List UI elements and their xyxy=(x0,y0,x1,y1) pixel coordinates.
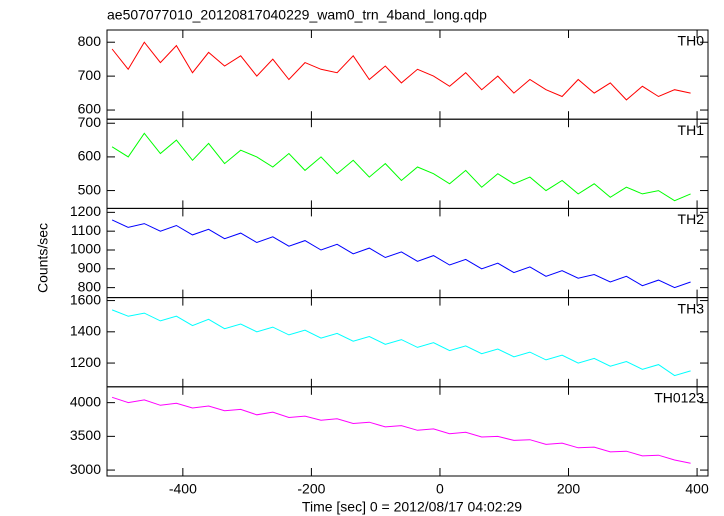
y-tick-label: 4000 xyxy=(70,393,101,409)
chart-title: ae507077010_20120817040229_wam0_trn_4ban… xyxy=(107,7,487,23)
y-tick-label: 1100 xyxy=(71,222,101,238)
series-line xyxy=(111,219,691,289)
x-tick-label: 0 xyxy=(436,481,444,497)
y-tick-label: 1000 xyxy=(70,241,101,257)
y-tick-label: 700 xyxy=(78,114,102,130)
panel-label: TH2 xyxy=(678,211,705,227)
y-tick-label: 600 xyxy=(78,148,102,164)
y-tick-label: 3000 xyxy=(70,461,101,477)
x-tick-label: -200 xyxy=(297,481,325,497)
y-tick-label: 800 xyxy=(78,33,102,49)
panel-frame xyxy=(106,29,709,120)
x-tick-label: 400 xyxy=(685,481,709,497)
y-tick-label: 1200 xyxy=(70,203,101,219)
y-tick-label: 500 xyxy=(78,181,102,197)
series-line xyxy=(111,41,691,101)
panel-frame xyxy=(106,207,709,299)
y-tick-label: 1400 xyxy=(70,323,101,339)
y-tick-label: 3500 xyxy=(70,427,101,443)
y-tick-label: 800 xyxy=(78,278,102,294)
x-axis-label: Time [sec] 0 = 2012/08/17 04:02:29 xyxy=(302,499,522,515)
series-line xyxy=(111,309,691,377)
x-tick-label: 200 xyxy=(557,481,581,497)
panel-label: TH0 xyxy=(678,33,705,49)
series-line xyxy=(111,132,691,202)
panel-frame xyxy=(106,386,709,477)
y-tick-label: 600 xyxy=(78,101,102,117)
y-tick-label: 900 xyxy=(78,260,102,276)
y-tick-label: 1600 xyxy=(70,291,101,307)
y-tick-label: 700 xyxy=(78,67,102,83)
x-tick-label: -400 xyxy=(169,481,197,497)
panel-label: TH0123 xyxy=(654,390,704,406)
panel-label: TH3 xyxy=(678,300,705,316)
series-line xyxy=(111,396,691,464)
panel-label: TH1 xyxy=(678,122,705,138)
panel-frame xyxy=(106,118,709,209)
y-tick-label: 1200 xyxy=(70,354,101,370)
y-axis-label: Counts/sec xyxy=(35,223,51,293)
